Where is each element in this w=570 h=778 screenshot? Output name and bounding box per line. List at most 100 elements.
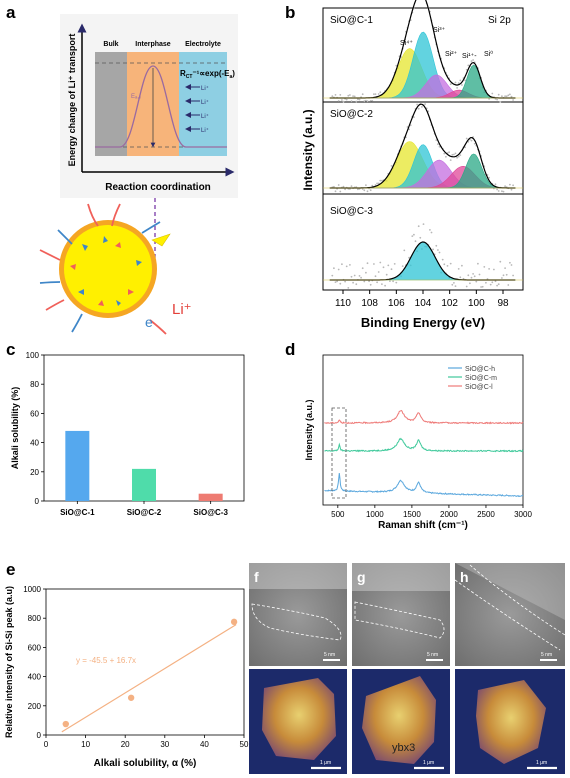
xps-data-point [337, 268, 340, 271]
panel-h-letter: h [460, 569, 469, 585]
xps-data-point [350, 275, 353, 278]
xps-data-point [493, 268, 495, 271]
li-ion-label: Li⁺ [201, 127, 209, 134]
xps-data-point [353, 95, 356, 98]
xps-data-point [459, 154, 462, 157]
electron-label: e [145, 314, 153, 330]
xps-data-point [355, 283, 358, 286]
panel-d-chart: 500 1000 1500 2000 2500 3000 [324, 409, 532, 519]
xps-data-point [424, 103, 426, 105]
fit-line [61, 624, 237, 733]
xps-data-point [491, 92, 494, 95]
xps-data-point [408, 256, 410, 259]
xps-tick-label: 104 [415, 298, 432, 309]
xps-data-point [390, 268, 393, 271]
xps-data-point [445, 155, 447, 158]
peak-label-si3: Si³⁺ [433, 27, 446, 34]
barrier-label: Eₐ,ₗᵢ [131, 94, 141, 100]
xps-tick-label: 106 [388, 298, 405, 309]
li-ion-arrows [185, 84, 200, 132]
xps-data-point [481, 285, 484, 288]
panel-e-chart: 0 200 400 600 800 1000 0 10 20 30 40 50 [23, 585, 249, 749]
xps-data-point [507, 94, 510, 97]
c-bar [65, 430, 90, 501]
xps-tick-label: 98 [497, 298, 509, 309]
li-ion-label: Li⁺ [201, 113, 209, 120]
c-bar [132, 468, 156, 501]
xps-data-point [454, 81, 457, 84]
panel-c-chart: 0 20 40 60 80 100 SiO@C-1 SiO@C-2 SiO@C-3 [26, 351, 229, 517]
xps-data-point [336, 280, 338, 283]
xps-x-ticks: 110 108 106 104 102 100 98 [335, 290, 509, 309]
xps-data-point [413, 233, 415, 236]
e-x-tick-label: 50 [240, 740, 249, 749]
xps-data-point [365, 99, 367, 102]
xps-data-point [467, 64, 470, 67]
xps-data-point [443, 152, 446, 155]
xps-data-point [465, 285, 468, 288]
xps-data-point [341, 263, 343, 266]
xps-data-point [488, 268, 490, 270]
xps-data-point [352, 281, 354, 284]
xps-data-point [494, 183, 497, 186]
peak-label-si0: Si⁰ [484, 50, 493, 58]
xps-data-point [437, 249, 439, 251]
xps-data-point [339, 94, 342, 96]
xps-data-point [379, 91, 382, 94]
d-x-tick-label: 3000 [514, 510, 532, 519]
legend-sio-l: SiO@C-l [465, 384, 493, 391]
xps-data-point [361, 188, 364, 190]
tem-image-h [455, 563, 565, 666]
xps-data-point [366, 100, 369, 103]
xps-data-point [331, 274, 334, 277]
xps-data-point [347, 94, 350, 97]
xps-data-point [509, 93, 511, 96]
e-y-tick-label: 1000 [23, 585, 41, 594]
xps-data-point [448, 151, 450, 154]
xps-data-point [414, 240, 417, 243]
panel-d-xlabel: Raman shift (cm⁻¹) [378, 520, 468, 531]
xps-data-point [464, 79, 466, 82]
xps-data-point [368, 280, 370, 283]
xps-data-point [501, 95, 503, 98]
xps-data-point [465, 68, 468, 71]
xps-data-point [344, 188, 346, 191]
xps-data-point [342, 185, 345, 188]
xps-data-point [496, 188, 498, 191]
xps-data-point [451, 283, 454, 286]
xps-data-point [449, 83, 452, 86]
li-plus-label: Li⁺ [172, 301, 192, 318]
xps-data-point [373, 263, 375, 265]
d-x-tick-label: 2000 [440, 510, 458, 519]
xps-data-point [337, 100, 340, 102]
xps-data-point [344, 280, 346, 283]
e-x-tick-label: 10 [81, 740, 90, 749]
xps-data-point [501, 190, 503, 193]
xps-data-point [392, 280, 394, 283]
xps-data-point [469, 282, 471, 285]
xps-data-point [381, 283, 383, 285]
sample-label-1: SiO@C-1 [330, 15, 373, 26]
xps-data-point [355, 100, 358, 103]
peak-label-si4: Si⁴⁺ [400, 40, 413, 47]
xps-data-point [504, 95, 506, 98]
xps-data-point [366, 190, 369, 193]
xps-data-point [352, 95, 354, 97]
xps-data-point [377, 182, 380, 185]
e-y-tick-label: 0 [37, 731, 42, 740]
xps-data-point [453, 282, 455, 284]
xps-data-point [485, 281, 487, 284]
xps-data-point [422, 223, 425, 226]
xps-data-point [456, 156, 458, 159]
xps-data-point [382, 266, 385, 269]
xps-data-point [337, 184, 340, 186]
xps-data-point [363, 100, 366, 103]
xps-data-point [369, 100, 372, 102]
rate-equation: RCT⁻¹∝exp(-Ea) [180, 69, 235, 80]
e-y-tick-label: 800 [28, 614, 42, 623]
e-y-tick-label: 400 [28, 673, 42, 682]
scale-label-h-top: 5 nm [541, 652, 552, 658]
xps-data-point [429, 229, 431, 231]
xps-data-point [509, 261, 511, 264]
xps-data-point [345, 98, 348, 101]
